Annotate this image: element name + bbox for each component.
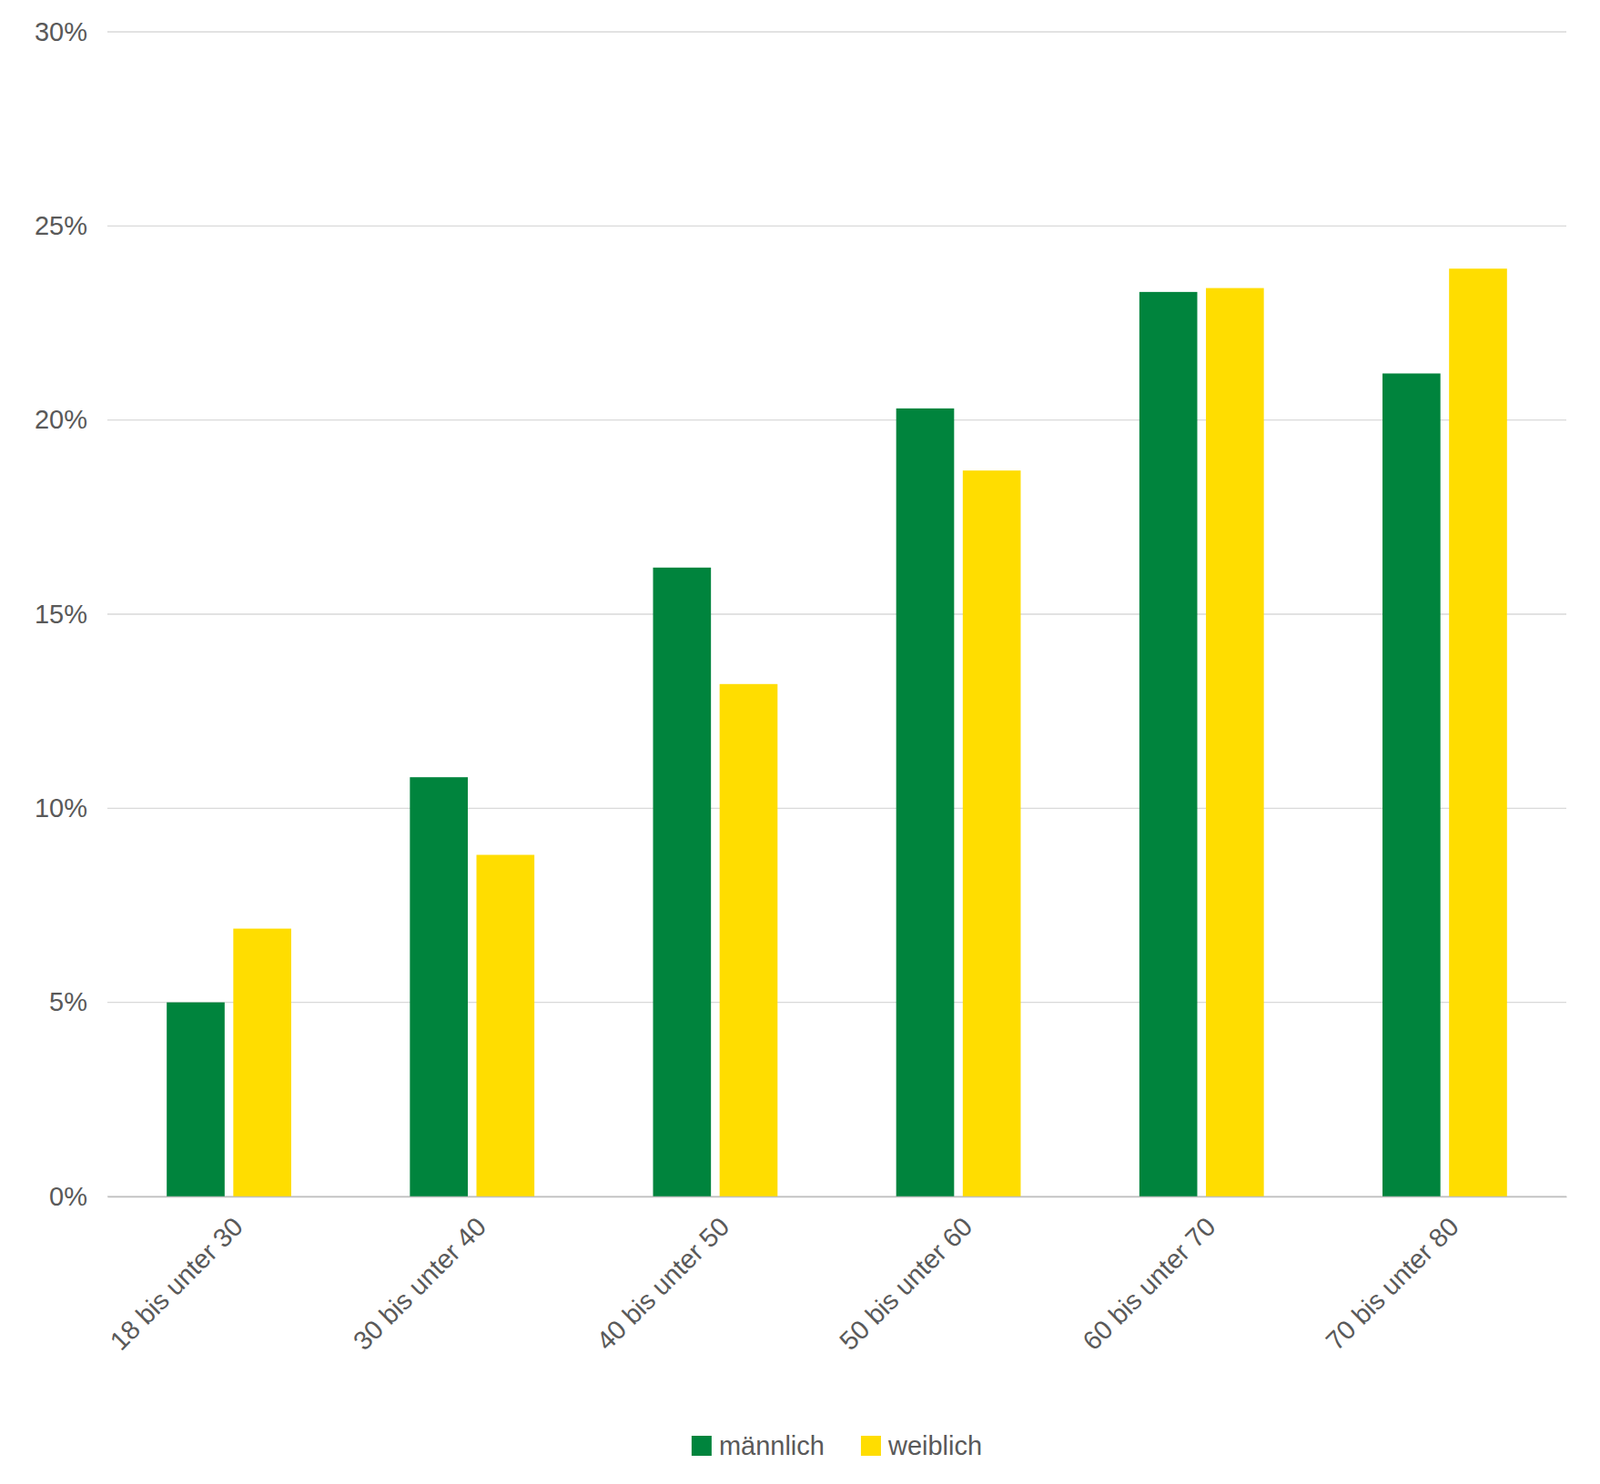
bar <box>409 777 468 1197</box>
legend-label: männlich <box>718 1431 825 1461</box>
grid <box>107 31 1567 1197</box>
y-tick: 10% <box>34 793 108 823</box>
legend-swatch <box>691 1436 712 1457</box>
x-axis: 18 bis unter 30 30 bis unter 40 40 bis unt… <box>104 1196 1568 1357</box>
y-tick-label: 25% <box>34 211 88 241</box>
grid-line <box>107 613 1567 615</box>
x-tick: 70 bis unter 80 <box>1320 1196 1465 1357</box>
x-tick-label: 60 bis unter 70 <box>1076 1212 1221 1357</box>
bar <box>1382 373 1441 1197</box>
bar <box>166 1002 225 1197</box>
x-tick: 40 bis unter 50 <box>590 1196 735 1357</box>
bar <box>653 567 712 1197</box>
y-axis: 0% 5% 10% 15% 20% 25% 30% <box>34 17 109 1212</box>
y-tick-label: 10% <box>34 793 88 823</box>
y-tick: 15% <box>34 599 108 629</box>
bar <box>476 855 536 1197</box>
x-tick-label: 30 bis unter 40 <box>347 1212 492 1357</box>
bar <box>1205 288 1265 1197</box>
y-axis-line <box>107 32 109 1198</box>
bar <box>1448 268 1508 1197</box>
series <box>232 268 1507 1197</box>
y-tick-label: 0% <box>49 1182 88 1212</box>
x-tick-label: 40 bis unter 50 <box>590 1212 735 1357</box>
legend-swatch <box>860 1436 882 1457</box>
bar <box>896 408 955 1197</box>
grid-line <box>107 30 1567 32</box>
x-tick-label: 50 bis unter 60 <box>833 1212 978 1357</box>
plot: 0% 5% 10% 15% 20% 25% 30% 18 bis unter 30 30 bis… <box>34 17 1568 1357</box>
x-tick-label: 70 bis unter 80 <box>1320 1212 1465 1357</box>
legend-label: weiblich <box>887 1431 983 1461</box>
x-axis-line <box>108 1196 1568 1199</box>
bar <box>962 470 1022 1197</box>
x-tick: 18 bis unter 30 <box>104 1196 249 1357</box>
bar <box>719 684 779 1197</box>
x-tick: 60 bis unter 70 <box>1076 1196 1221 1357</box>
legend-item: weiblich <box>860 1431 983 1461</box>
x-tick: 50 bis unter 60 <box>833 1196 978 1357</box>
grid-line <box>107 808 1567 810</box>
y-tick: 30% <box>34 17 108 47</box>
y-tick: 0% <box>49 1182 108 1212</box>
y-tick: 20% <box>34 405 108 435</box>
x-tick: 30 bis unter 40 <box>347 1196 492 1357</box>
grid-line <box>107 225 1567 227</box>
grid-line <box>107 1195 1567 1197</box>
grid-line <box>107 1002 1567 1003</box>
chart: 0% 5% 10% 15% 20% 25% 30% 18 bis unter 30 30 bis… <box>0 0 1600 1484</box>
bar <box>232 929 292 1197</box>
y-tick-label: 20% <box>34 405 88 435</box>
x-tick-label: 18 bis unter 30 <box>104 1212 249 1357</box>
bar <box>1139 292 1198 1197</box>
grid-line <box>107 419 1567 421</box>
legend: männlich weiblich <box>691 1431 983 1461</box>
bars <box>166 268 1508 1197</box>
y-tick-label: 15% <box>34 599 88 629</box>
y-tick-label: 5% <box>49 987 88 1017</box>
y-tick-label: 30% <box>34 17 88 47</box>
y-tick: 25% <box>34 211 108 241</box>
y-tick: 5% <box>49 987 108 1017</box>
legend-item: männlich <box>691 1431 825 1461</box>
